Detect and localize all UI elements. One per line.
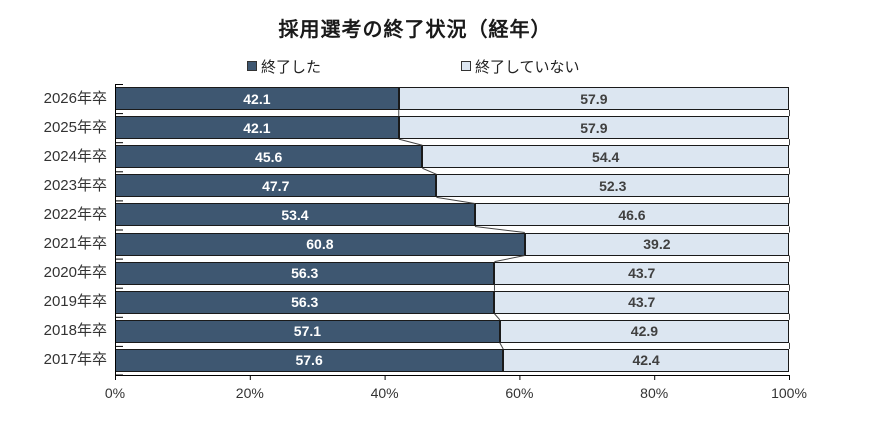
bar-segment-not-completed: 57.9 — [398, 116, 789, 140]
legend-label-not-completed: 終了していない — [475, 58, 580, 76]
legend-swatch-completed-icon — [247, 61, 257, 71]
bar-value-label: 39.2 — [643, 236, 671, 253]
category-label: 2020年卒 — [43, 264, 107, 282]
bar-value-label: 57.9 — [580, 119, 608, 136]
bar-value-label: 43.7 — [628, 294, 656, 311]
x-axis-tick-label: 40% — [370, 385, 399, 401]
bar-value-label: 42.1 — [243, 119, 271, 136]
category-label: 2018年卒 — [43, 322, 107, 340]
bar-value-label: 57.9 — [580, 90, 608, 107]
bar-value-label: 42.1 — [243, 90, 271, 107]
bar-value-label: 46.6 — [618, 206, 646, 223]
bar-segment-completed: 56.3 — [115, 261, 495, 285]
bar-segment-not-completed: 42.4 — [503, 348, 789, 372]
legend-swatch-not-completed-icon — [461, 61, 471, 71]
x-axis-tick-label: 80% — [640, 385, 669, 401]
bar-segment-completed: 42.1 — [115, 87, 399, 111]
bar-segment-not-completed: 46.6 — [474, 203, 789, 227]
bar-value-label: 42.4 — [632, 352, 660, 369]
bar-segment-completed: 57.1 — [115, 319, 500, 343]
bar-segment-completed: 60.8 — [115, 232, 525, 256]
bar-value-label: 60.8 — [306, 236, 334, 253]
bar-value-label: 53.4 — [281, 206, 309, 223]
bar-segment-not-completed: 52.3 — [436, 174, 789, 198]
category-label: 2019年卒 — [43, 293, 107, 311]
bar-value-label: 57.1 — [293, 323, 322, 340]
category-label: 2023年卒 — [43, 176, 107, 194]
bar-segment-not-completed: 57.9 — [398, 87, 789, 111]
bar-segment-completed: 56.3 — [115, 290, 495, 314]
chart-title: 採用選考の終了状況（経年） — [278, 19, 552, 41]
bar-segment-completed: 42.1 — [115, 116, 399, 140]
category-label: 2022年卒 — [43, 205, 107, 223]
bar-value-label: 57.6 — [295, 352, 323, 369]
bar-value-label: 52.3 — [599, 177, 627, 194]
bar-segment-completed: 53.4 — [115, 203, 475, 227]
x-axis-tick-label: 60% — [505, 385, 534, 401]
category-label: 2024年卒 — [43, 147, 107, 165]
bar-value-label: 54.4 — [592, 148, 620, 165]
bar-value-label: 56.3 — [291, 294, 319, 311]
category-label: 2021年卒 — [43, 235, 107, 253]
bar-segment-not-completed: 43.7 — [494, 290, 789, 314]
legend-label-completed: 終了した — [261, 58, 322, 76]
category-label: 2026年卒 — [43, 89, 107, 107]
x-axis-tick-label: 100% — [771, 385, 807, 401]
legend-item-not-completed: 終了していない — [461, 56, 580, 76]
bar-segment-not-completed: 39.2 — [524, 232, 789, 256]
bar-segment-completed: 57.6 — [115, 348, 504, 372]
x-axis-tick-label: 20% — [235, 385, 264, 401]
bar-segment-completed: 47.7 — [115, 174, 437, 198]
bar-segment-not-completed: 42.9 — [499, 319, 789, 343]
bar-segment-not-completed: 54.4 — [422, 145, 789, 169]
category-label: 2025年卒 — [43, 118, 107, 136]
bar-value-label: 43.7 — [628, 265, 656, 282]
bar-value-label: 42.9 — [630, 323, 659, 340]
bar-value-label: 47.7 — [262, 177, 290, 194]
bar-segment-not-completed: 43.7 — [494, 261, 789, 285]
bar-segment-completed: 45.6 — [115, 145, 423, 169]
x-axis-tick-label: 0% — [104, 385, 126, 401]
bar-value-label: 56.3 — [291, 265, 319, 282]
legend-item-completed: 終了した — [247, 56, 321, 76]
bar-value-label: 45.6 — [255, 148, 283, 165]
category-label: 2017年卒 — [43, 351, 107, 369]
